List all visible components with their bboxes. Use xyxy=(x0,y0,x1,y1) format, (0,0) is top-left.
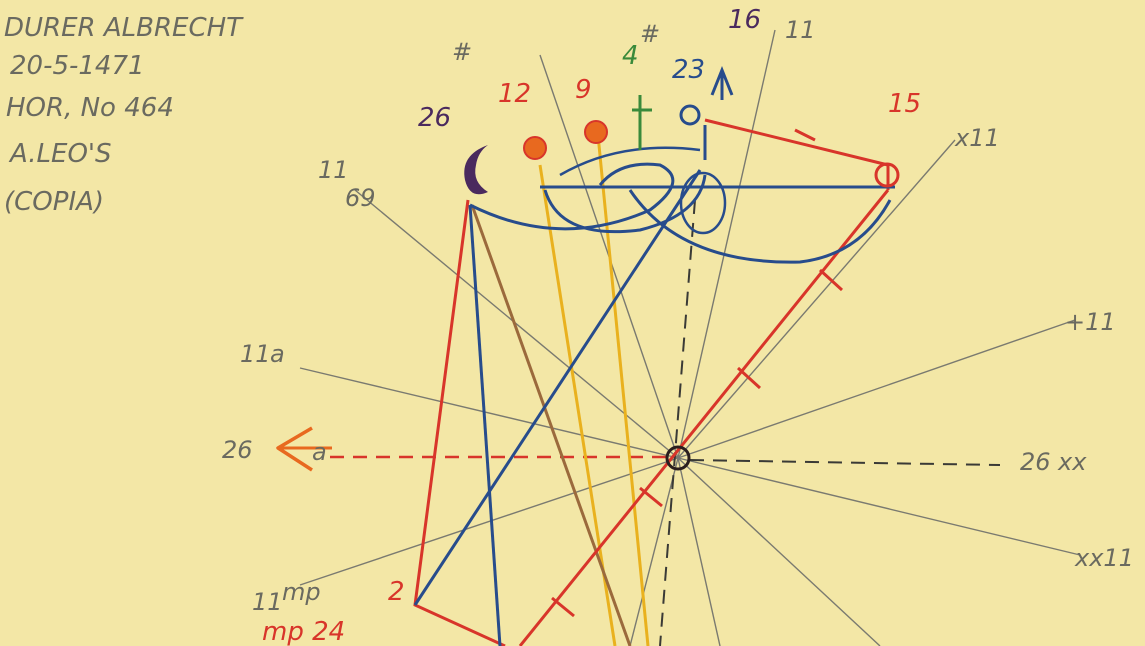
radial-lower-left xyxy=(299,457,679,586)
blue-loop xyxy=(543,174,707,234)
label-moon-deg: 26 xyxy=(418,103,451,133)
note-line-2: 20-5-1471 xyxy=(10,51,145,81)
arrow-up-icon xyxy=(710,65,734,100)
radial-lower-right xyxy=(677,457,1081,556)
colored-labels: 26 12 9 4 23 16 15 mp 24 2 xyxy=(262,5,921,646)
label-upper-right: x11 xyxy=(954,124,1000,152)
sun-icon-2 xyxy=(584,120,608,144)
label-lower-right: xx11 xyxy=(1074,544,1134,572)
label-blue-23: 23 xyxy=(672,55,705,85)
red-top-tick xyxy=(794,128,816,142)
blue-ellipse xyxy=(679,171,727,235)
center-circle xyxy=(665,445,691,471)
label-top-hash: # xyxy=(452,38,472,66)
sun-icon-1 xyxy=(523,136,547,160)
mars-icon xyxy=(874,162,900,188)
red-diagonal xyxy=(518,189,890,646)
radial-bottom-right xyxy=(677,457,881,646)
radial-mid-left xyxy=(299,367,679,459)
label-top-hash-2: # xyxy=(640,20,660,48)
label-lower-left-11: 11 xyxy=(252,588,283,616)
label-upper-left-sign: 69 xyxy=(345,184,376,212)
label-top-right-11: 11 xyxy=(785,16,816,44)
radial-mid-right xyxy=(677,319,1076,459)
note-line-4: A.LEO'S xyxy=(8,139,112,169)
label-mid-left-11: 11 xyxy=(240,340,271,368)
yellow-line-2 xyxy=(596,134,650,646)
note-line-3: HOR, No 464 xyxy=(6,93,174,123)
saturn-icon xyxy=(632,95,652,150)
radial-bottom-left xyxy=(629,457,679,646)
label-mid-left-sign: a xyxy=(270,340,285,368)
radial-top-2 xyxy=(677,29,776,459)
brown-line xyxy=(470,204,632,646)
label-right-sign: xx xyxy=(1057,448,1087,476)
label-red-15: 15 xyxy=(888,89,921,119)
note-line-5: (COPIA) xyxy=(4,187,104,217)
blue-curve-left xyxy=(469,162,675,231)
handwritten-note: DURER ALBRECHT 20-5-1471 HOR, No 464 A.L… xyxy=(4,13,244,217)
red-top-line xyxy=(704,118,889,167)
blue-curve-right xyxy=(628,189,892,264)
label-upper-left-11: 11 xyxy=(318,156,349,184)
vertical-dashed-axis xyxy=(659,199,696,646)
label-red-9: 9 xyxy=(575,75,592,105)
label-left-26: 26 xyxy=(222,436,253,464)
label-lower-left-sign: mp xyxy=(282,578,321,606)
radial-bottom xyxy=(677,457,721,646)
label-bottom-left-2: 2 xyxy=(388,577,405,607)
label-left-sign: a xyxy=(312,438,327,466)
label-right-26: 26 xyxy=(1020,448,1051,476)
red-tick-marks xyxy=(551,268,844,618)
note-line-1: DURER ALBRECHT xyxy=(4,13,244,43)
black-dashed-axis xyxy=(689,459,1001,466)
blue-diagonal xyxy=(413,169,702,606)
blue-arc-top xyxy=(559,146,701,177)
label-red-12: 12 xyxy=(498,79,531,109)
venus-icon xyxy=(679,104,701,126)
label-mid-right: +11 xyxy=(1065,308,1116,336)
label-green-4: 4 xyxy=(622,41,639,71)
pencil-radials xyxy=(299,29,1081,646)
blue-vertical xyxy=(468,204,502,646)
radial-upper-right xyxy=(677,139,956,459)
pencil-labels: 11 69 11 a 26 a 11 mp 26 xx x11 +11 xx11… xyxy=(222,16,1134,616)
label-bottom-left: mp 24 xyxy=(262,617,345,646)
moon-icon xyxy=(464,145,488,195)
label-purple-16: 16 xyxy=(728,5,761,35)
